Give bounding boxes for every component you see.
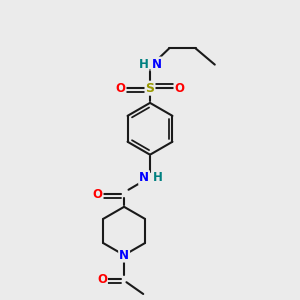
Text: S: S (146, 82, 154, 95)
Text: H: H (153, 171, 163, 184)
Text: H: H (139, 58, 148, 70)
Text: N: N (152, 58, 161, 70)
Text: N: N (139, 171, 149, 184)
Text: O: O (97, 273, 107, 286)
Text: O: O (174, 82, 184, 95)
Text: O: O (116, 82, 126, 95)
Text: O: O (93, 188, 103, 201)
Text: N: N (119, 249, 129, 262)
